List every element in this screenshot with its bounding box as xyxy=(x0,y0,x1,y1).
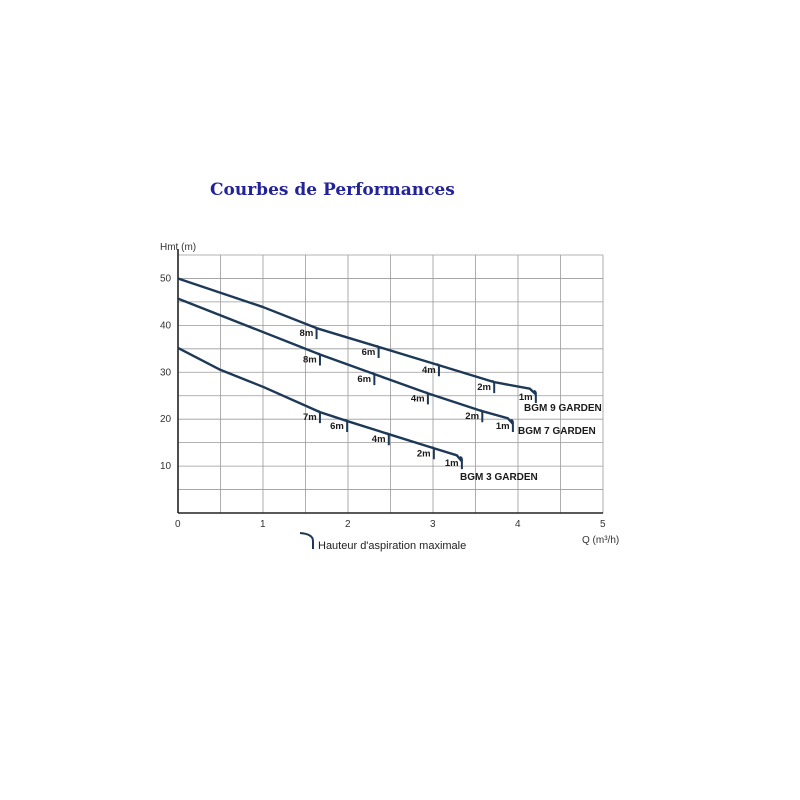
suction-marker xyxy=(372,372,376,386)
series-label: BGM 3 GARDEN xyxy=(460,472,538,483)
suction-label: 7m xyxy=(303,412,317,423)
suction-marker-icon xyxy=(299,532,314,549)
suction-label: 8m xyxy=(300,328,314,339)
suction-label: 6m xyxy=(362,347,376,358)
y-tick-label: 30 xyxy=(160,367,172,378)
suction-marker xyxy=(386,432,390,446)
x-tick-label: 1 xyxy=(260,519,266,530)
series-bgm-7-garden: 8m 6m 4m 2m 1m BGM 7 GARDEN xyxy=(177,297,596,437)
y-tick-label: 20 xyxy=(160,414,172,425)
y-tick-label: 10 xyxy=(160,461,172,472)
x-tick-label: 3 xyxy=(430,519,436,530)
suction-marker xyxy=(317,410,321,424)
suction-label: 6m xyxy=(330,421,344,432)
suction-marker xyxy=(345,419,349,433)
chart-title: Courbes de Performances xyxy=(210,180,455,200)
x-tick-label: 5 xyxy=(600,519,606,530)
x-tick-label: 0 xyxy=(175,519,181,530)
legend: Hauteur d'aspiration maximale xyxy=(299,532,466,552)
x-tick-label: 2 xyxy=(345,519,351,530)
suction-label: 4m xyxy=(411,393,425,404)
axes: 0 1 2 3 4 5 10 20 30 40 50 xyxy=(160,249,606,530)
suction-marker xyxy=(459,456,463,470)
suction-marker xyxy=(314,326,318,340)
suction-marker xyxy=(492,380,496,394)
suction-marker xyxy=(480,409,484,423)
suction-label: 8m xyxy=(303,354,317,365)
grid xyxy=(177,254,604,514)
suction-label: 1m xyxy=(445,458,459,469)
suction-label: 2m xyxy=(477,382,491,393)
suction-marker xyxy=(425,391,429,405)
suction-label: 6m xyxy=(357,374,371,385)
series-label: BGM 7 GARDEN xyxy=(518,426,596,437)
suction-label: 2m xyxy=(417,448,431,459)
x-axis-label: Q (m³/h) xyxy=(582,535,619,546)
y-tick-label: 50 xyxy=(160,273,172,284)
suction-label: 4m xyxy=(422,365,436,376)
performance-curve xyxy=(177,277,537,396)
performance-curve xyxy=(177,297,514,425)
suction-marker xyxy=(436,363,440,377)
y-axis-label: Hmt (m) xyxy=(160,242,196,253)
suction-label: 2m xyxy=(465,411,479,422)
suction-label: 1m xyxy=(496,421,510,432)
suction-marker xyxy=(317,352,321,366)
suction-marker xyxy=(533,389,537,403)
suction-label: 4m xyxy=(372,434,386,445)
y-tick-label: 40 xyxy=(160,320,172,331)
suction-marker xyxy=(510,419,514,433)
suction-marker xyxy=(431,446,435,460)
x-tick-label: 4 xyxy=(515,519,521,530)
series-label: BGM 9 GARDEN xyxy=(524,403,602,414)
suction-label: 1m xyxy=(519,392,533,403)
legend-text: Hauteur d'aspiration maximale xyxy=(318,540,466,552)
suction-marker xyxy=(376,344,380,358)
